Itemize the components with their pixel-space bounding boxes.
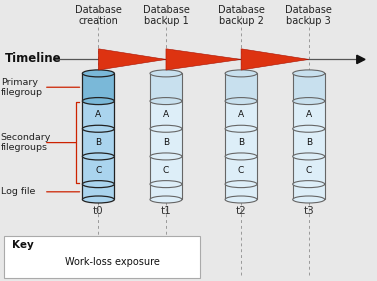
Ellipse shape bbox=[293, 196, 325, 203]
Ellipse shape bbox=[83, 153, 114, 160]
Ellipse shape bbox=[150, 181, 182, 188]
Text: Database
backup 2: Database backup 2 bbox=[218, 5, 265, 26]
Bar bbox=[293, 101, 325, 129]
Bar bbox=[150, 129, 182, 157]
Text: Database
backup 3: Database backup 3 bbox=[285, 5, 332, 26]
Text: t2: t2 bbox=[236, 207, 247, 216]
Ellipse shape bbox=[225, 153, 257, 160]
Text: C: C bbox=[306, 166, 312, 175]
Text: t1: t1 bbox=[161, 207, 171, 216]
Bar bbox=[150, 101, 182, 129]
Bar bbox=[293, 157, 325, 184]
Ellipse shape bbox=[83, 70, 114, 77]
Ellipse shape bbox=[225, 70, 257, 77]
Polygon shape bbox=[166, 49, 241, 70]
Text: Timeline: Timeline bbox=[5, 51, 61, 65]
Ellipse shape bbox=[293, 70, 325, 77]
Text: Secondary
filegroups: Secondary filegroups bbox=[1, 133, 51, 152]
Text: A: A bbox=[95, 110, 101, 119]
Text: B: B bbox=[238, 138, 244, 147]
Polygon shape bbox=[16, 253, 53, 270]
Ellipse shape bbox=[293, 153, 325, 160]
Polygon shape bbox=[98, 49, 166, 70]
Bar bbox=[83, 157, 114, 184]
Ellipse shape bbox=[293, 98, 325, 105]
Bar bbox=[225, 73, 257, 101]
Text: Primary
filegroup: Primary filegroup bbox=[1, 78, 43, 97]
Bar bbox=[83, 101, 114, 129]
Ellipse shape bbox=[225, 181, 257, 188]
Ellipse shape bbox=[150, 196, 182, 203]
Bar bbox=[150, 73, 182, 101]
Ellipse shape bbox=[150, 125, 182, 132]
Bar bbox=[293, 129, 325, 157]
Ellipse shape bbox=[150, 153, 182, 160]
Bar bbox=[83, 184, 114, 200]
Bar bbox=[225, 184, 257, 200]
Ellipse shape bbox=[150, 70, 182, 77]
Ellipse shape bbox=[83, 196, 114, 203]
Bar bbox=[83, 73, 114, 101]
Bar bbox=[225, 129, 257, 157]
Bar bbox=[150, 184, 182, 200]
Text: B: B bbox=[306, 138, 312, 147]
Text: B: B bbox=[163, 138, 169, 147]
Ellipse shape bbox=[225, 125, 257, 132]
Text: Work-loss exposure: Work-loss exposure bbox=[64, 257, 159, 267]
Text: A: A bbox=[238, 110, 244, 119]
Ellipse shape bbox=[225, 98, 257, 105]
Text: C: C bbox=[163, 166, 169, 175]
Bar bbox=[293, 73, 325, 101]
Ellipse shape bbox=[293, 125, 325, 132]
Text: t3: t3 bbox=[303, 207, 314, 216]
Ellipse shape bbox=[83, 181, 114, 188]
Polygon shape bbox=[357, 55, 365, 64]
Bar bbox=[225, 157, 257, 184]
Text: Log file: Log file bbox=[1, 187, 35, 196]
FancyBboxPatch shape bbox=[5, 235, 200, 278]
Text: C: C bbox=[238, 166, 244, 175]
Text: Database
creation: Database creation bbox=[75, 5, 122, 26]
Bar bbox=[83, 129, 114, 157]
Ellipse shape bbox=[83, 98, 114, 105]
Bar bbox=[293, 184, 325, 200]
Bar bbox=[150, 157, 182, 184]
Text: B: B bbox=[95, 138, 101, 147]
Bar bbox=[225, 101, 257, 129]
Polygon shape bbox=[241, 49, 309, 70]
Text: A: A bbox=[163, 110, 169, 119]
Text: C: C bbox=[95, 166, 101, 175]
Text: Key: Key bbox=[12, 240, 34, 250]
Ellipse shape bbox=[293, 181, 325, 188]
Text: t0: t0 bbox=[93, 207, 104, 216]
Text: Database
backup 1: Database backup 1 bbox=[143, 5, 189, 26]
Text: A: A bbox=[306, 110, 312, 119]
Ellipse shape bbox=[83, 125, 114, 132]
Ellipse shape bbox=[225, 196, 257, 203]
Ellipse shape bbox=[150, 98, 182, 105]
